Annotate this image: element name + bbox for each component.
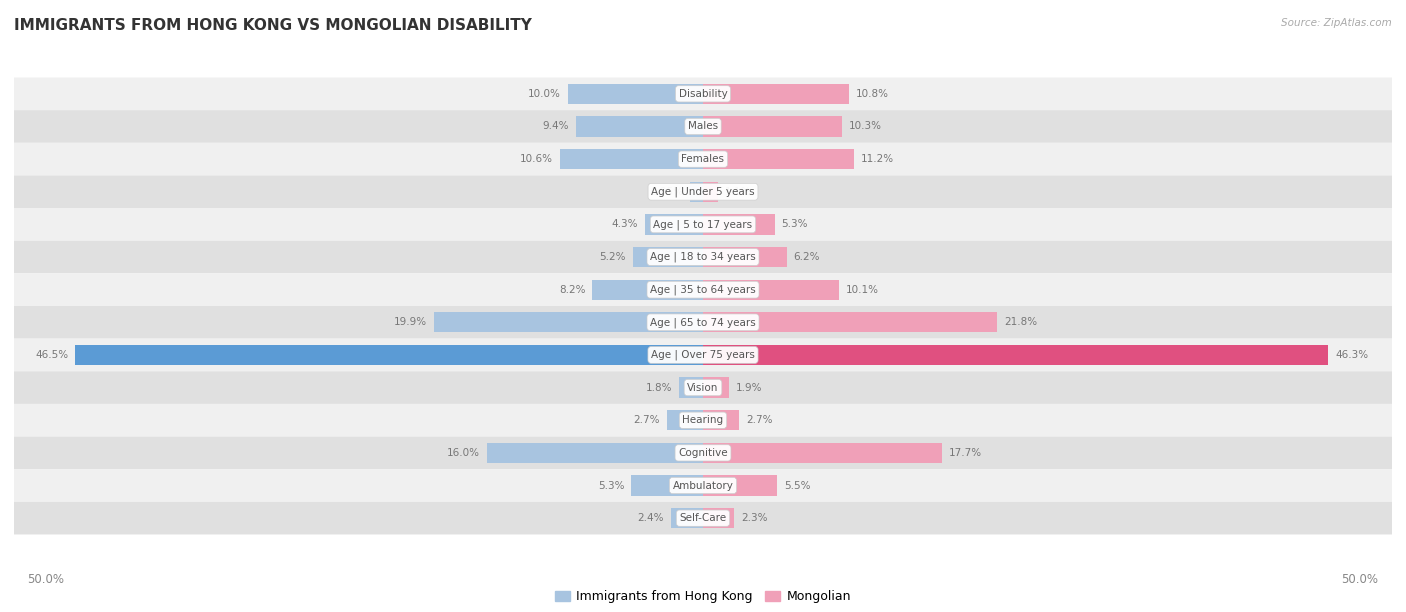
Bar [703,508,734,528]
Text: Ambulatory: Ambulatory [672,480,734,491]
Legend: Immigrants from Hong Kong, Mongolian: Immigrants from Hong Kong, Mongolian [550,585,856,608]
Text: 17.7%: 17.7% [949,448,981,458]
Text: 16.0%: 16.0% [447,448,479,458]
Bar [703,345,1329,365]
Text: 6.2%: 6.2% [793,252,820,262]
Text: 10.8%: 10.8% [856,89,889,99]
Bar [486,442,703,463]
Bar [645,214,703,234]
Text: Hearing: Hearing [682,415,724,425]
Bar [703,247,787,267]
Text: Cognitive: Cognitive [678,448,728,458]
Text: 50.0%: 50.0% [28,573,65,586]
Bar [703,312,997,332]
Text: 10.3%: 10.3% [849,121,882,132]
FancyBboxPatch shape [0,110,1406,143]
Text: Disability: Disability [679,89,727,99]
Text: 11.2%: 11.2% [860,154,894,164]
Bar [703,116,842,136]
Text: 5.5%: 5.5% [785,480,810,491]
Bar [560,149,703,170]
Text: Age | 65 to 74 years: Age | 65 to 74 years [650,317,756,327]
Text: 46.3%: 46.3% [1336,350,1368,360]
Text: 5.3%: 5.3% [598,480,624,491]
Bar [631,476,703,496]
Text: 2.7%: 2.7% [747,415,773,425]
Text: 0.95%: 0.95% [651,187,683,197]
Text: 1.9%: 1.9% [735,382,762,393]
Bar [690,182,703,202]
FancyBboxPatch shape [0,306,1406,338]
FancyBboxPatch shape [0,176,1406,208]
Text: 5.2%: 5.2% [599,252,626,262]
Text: Males: Males [688,121,718,132]
Bar [703,442,942,463]
Text: 2.7%: 2.7% [633,415,659,425]
Text: 2.3%: 2.3% [741,513,768,523]
Bar [703,84,849,104]
FancyBboxPatch shape [0,78,1406,110]
FancyBboxPatch shape [0,208,1406,241]
Bar [703,149,855,170]
Bar [703,280,839,300]
FancyBboxPatch shape [0,436,1406,469]
Bar [703,410,740,430]
Text: Self-Care: Self-Care [679,513,727,523]
Text: Source: ZipAtlas.com: Source: ZipAtlas.com [1281,18,1392,28]
FancyBboxPatch shape [0,338,1406,371]
Text: 46.5%: 46.5% [35,350,67,360]
Text: 19.9%: 19.9% [394,317,427,327]
Bar [434,312,703,332]
FancyBboxPatch shape [0,274,1406,306]
Bar [576,116,703,136]
Bar [703,214,775,234]
Bar [633,247,703,267]
Bar [568,84,703,104]
Bar [666,410,703,430]
Bar [592,280,703,300]
Text: Age | 35 to 64 years: Age | 35 to 64 years [650,285,756,295]
Text: 10.1%: 10.1% [846,285,879,295]
FancyBboxPatch shape [0,371,1406,404]
Bar [671,508,703,528]
Text: 5.3%: 5.3% [782,219,808,230]
Bar [679,378,703,398]
Text: Vision: Vision [688,382,718,393]
FancyBboxPatch shape [0,143,1406,176]
Bar [75,345,703,365]
Bar [703,476,778,496]
FancyBboxPatch shape [0,404,1406,436]
Bar [703,378,728,398]
Text: 8.2%: 8.2% [560,285,585,295]
Bar [703,182,718,202]
Text: IMMIGRANTS FROM HONG KONG VS MONGOLIAN DISABILITY: IMMIGRANTS FROM HONG KONG VS MONGOLIAN D… [14,18,531,34]
FancyBboxPatch shape [0,502,1406,534]
Text: 1.1%: 1.1% [724,187,751,197]
Text: Age | 18 to 34 years: Age | 18 to 34 years [650,252,756,263]
Text: 1.8%: 1.8% [645,382,672,393]
Text: 10.0%: 10.0% [529,89,561,99]
Text: 9.4%: 9.4% [543,121,569,132]
Text: Females: Females [682,154,724,164]
Text: 21.8%: 21.8% [1004,317,1038,327]
Text: Age | Over 75 years: Age | Over 75 years [651,349,755,360]
Text: 50.0%: 50.0% [1341,573,1378,586]
Text: 2.4%: 2.4% [637,513,664,523]
Text: 4.3%: 4.3% [612,219,638,230]
Text: Age | Under 5 years: Age | Under 5 years [651,187,755,197]
FancyBboxPatch shape [0,241,1406,274]
FancyBboxPatch shape [0,469,1406,502]
Text: 10.6%: 10.6% [520,154,553,164]
Text: Age | 5 to 17 years: Age | 5 to 17 years [654,219,752,230]
